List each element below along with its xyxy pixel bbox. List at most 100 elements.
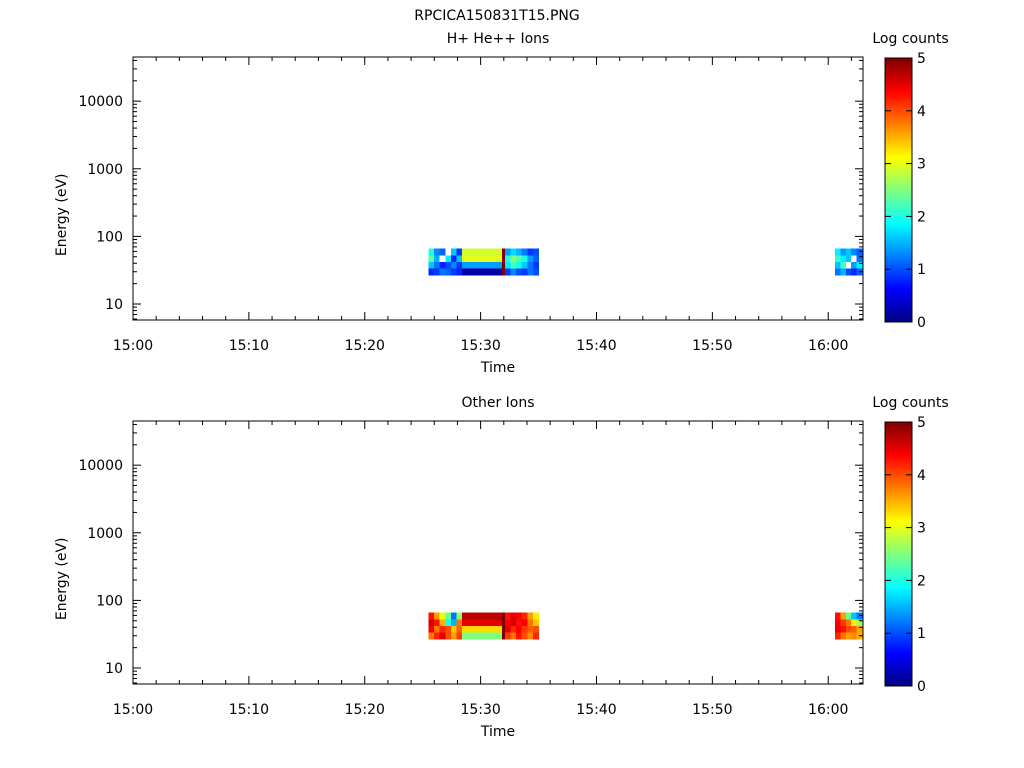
colorbar-swatch <box>885 434 912 437</box>
heatmap-cell <box>840 248 847 256</box>
x-axis-label: Time <box>480 360 515 376</box>
colorbar-swatch <box>885 112 912 115</box>
heatmap-cell <box>439 632 446 640</box>
colorbar-swatch <box>885 556 912 559</box>
heatmap-cell <box>845 261 852 269</box>
heatmap-cell <box>527 248 534 256</box>
colorbar-swatch <box>885 294 912 297</box>
colorbar-swatch <box>885 468 912 471</box>
colorbar-swatch <box>885 248 912 251</box>
colorbar-swatch <box>885 282 912 285</box>
heatmap-cell <box>835 248 841 256</box>
y-tick-label: 100 <box>96 593 123 609</box>
colorbar-swatch <box>885 576 912 579</box>
colorbar-swatch <box>885 92 912 95</box>
x-tick-label: 15:00 <box>113 702 153 718</box>
colorbar-swatch <box>885 540 912 543</box>
colorbar-swatch <box>885 310 912 313</box>
x-tick-label: 15:20 <box>345 338 385 354</box>
y-tick-label: 10000 <box>78 458 123 474</box>
colorbar-swatch <box>885 592 912 595</box>
colorbar-swatch <box>885 662 912 665</box>
heatmap-cell <box>510 248 517 256</box>
colorbar-swatch <box>885 90 912 93</box>
colorbar-swatch <box>885 60 912 63</box>
heatmap-cell <box>532 612 539 620</box>
heatmap-cell <box>462 612 503 620</box>
colorbar-swatch <box>885 264 912 267</box>
colorbar-swatch <box>885 680 912 683</box>
colorbar-swatch <box>885 446 912 449</box>
heatmap-cell <box>456 612 463 620</box>
colorbar-swatch <box>885 476 912 479</box>
heatmap-cell <box>456 248 463 256</box>
heatmap-cell <box>450 625 457 633</box>
colorbar-swatch <box>885 484 912 487</box>
colorbar-swatch <box>885 242 912 245</box>
heatmap-cell <box>501 268 506 276</box>
colorbar-swatch <box>885 94 912 97</box>
y-axis-label: Energy (eV) <box>54 538 70 621</box>
colorbar-swatch <box>885 428 912 431</box>
x-axis-label: Time <box>480 724 515 740</box>
x-tick-label: 15:30 <box>460 702 500 718</box>
heatmap-cell <box>527 619 534 627</box>
colorbar-tick-label: 1 <box>917 262 926 278</box>
colorbar-swatch <box>885 480 912 483</box>
heatmap-cells <box>428 248 863 276</box>
heatmap-cell <box>516 619 523 627</box>
colorbar-swatch <box>885 676 912 679</box>
colorbar-swatch <box>885 226 912 229</box>
colorbar-swatch <box>885 614 912 617</box>
colorbar-swatch <box>885 580 912 583</box>
heatmap-cell <box>840 632 847 640</box>
colorbar-swatch <box>885 432 912 435</box>
colorbar-swatch <box>885 568 912 571</box>
heatmap-cell <box>434 255 441 263</box>
heatmap-cell <box>835 632 841 640</box>
colorbar-swatch <box>885 118 912 121</box>
colorbar-swatch <box>885 110 912 113</box>
heatmap-cell <box>532 261 539 269</box>
colorbar-swatch <box>885 154 912 157</box>
colorbar-swatch <box>885 64 912 67</box>
heatmap-cell <box>845 632 852 640</box>
colorbar-swatch <box>885 196 912 199</box>
colorbar-swatch <box>885 650 912 653</box>
colorbar-swatch <box>885 140 912 143</box>
colorbar-swatch <box>885 638 912 641</box>
colorbar-swatch <box>885 608 912 611</box>
colorbar-swatch <box>885 208 912 211</box>
colorbar-swatch <box>885 74 912 77</box>
colorbar-swatch <box>885 624 912 627</box>
colorbar-swatch <box>885 104 912 107</box>
colorbar-tick-label: 2 <box>917 209 926 225</box>
x-tick-label: 15:10 <box>229 702 269 718</box>
colorbar-tick-label: 0 <box>917 679 926 695</box>
colorbar-swatch <box>885 102 912 105</box>
heatmap-cell <box>428 268 435 276</box>
colorbar-swatch <box>885 70 912 73</box>
colorbar-swatch <box>885 296 912 299</box>
colorbar-swatch <box>885 108 912 111</box>
colorbar-swatch <box>885 126 912 129</box>
colorbar-swatch <box>885 84 912 87</box>
heatmap-cell <box>456 632 463 640</box>
colorbar-swatch <box>885 178 912 181</box>
colorbar-swatch <box>885 280 912 283</box>
colorbar-swatch <box>885 530 912 533</box>
heatmap-cell <box>439 255 446 263</box>
colorbar-swatch <box>885 136 912 139</box>
colorbar-swatch <box>885 444 912 447</box>
colorbar-swatch <box>885 670 912 673</box>
colorbar-swatch <box>885 536 912 539</box>
colorbar-swatch <box>885 654 912 657</box>
colorbar-swatch <box>885 630 912 633</box>
heatmap-cells <box>428 612 863 640</box>
colorbar-swatch <box>885 628 912 631</box>
colorbar-swatch <box>885 472 912 475</box>
colorbar-swatch <box>885 82 912 85</box>
colorbar-swatch <box>885 658 912 661</box>
heatmap-cell <box>501 248 506 256</box>
colorbar-swatch <box>885 150 912 153</box>
